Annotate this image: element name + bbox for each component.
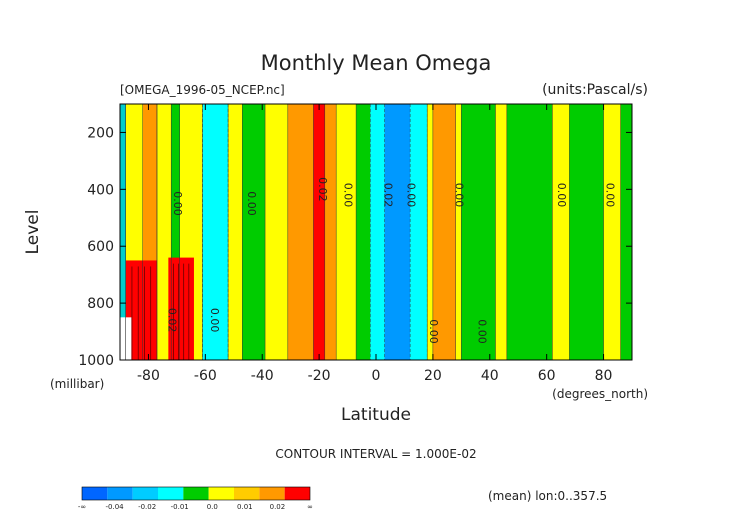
y-tick-label: 200 (87, 125, 114, 141)
y-tick-label: 600 (87, 239, 114, 255)
y-tick-label: 400 (87, 182, 114, 198)
y-tick-label: 800 (87, 296, 114, 312)
x-tick-label: -20 (308, 368, 331, 384)
colorbar-label: 0.0 (207, 503, 218, 511)
contour-band (228, 104, 243, 360)
contour-labels: 0.00 0.00 0.02 0.00 0.02 0.00 0.00 0.00 0.00 0.02… (165, 177, 616, 344)
colorbar-label: ∞ (307, 503, 313, 511)
colorbar-label: -∞ (78, 503, 86, 511)
colorbar-swatch (107, 487, 133, 500)
contour-label: 0.00 (404, 183, 417, 208)
colorbar-frame (81, 486, 311, 501)
colorbar-swatch (234, 487, 260, 500)
y-axis: 200 400 600 800 1000 (78, 125, 632, 369)
colorbar-swatch (284, 487, 310, 500)
contour-label: 0.00 (171, 191, 184, 216)
x-axis: -80 -60 -40 -20 0 20 40 60 80 (137, 104, 612, 384)
x-tick-label: 20 (424, 368, 442, 384)
contour-band (287, 104, 337, 360)
x-tick-label: -60 (194, 368, 217, 384)
contour-label: 0.00 (453, 183, 466, 208)
plot-area (119, 104, 632, 360)
contour-core (168, 257, 194, 360)
contour-label: 0.00 (427, 319, 440, 344)
contour-band (202, 104, 229, 360)
contour-label: 0.00 (555, 183, 568, 208)
contour-band (156, 104, 172, 360)
contour-band (603, 104, 621, 360)
contour-label: 0.00 (475, 319, 488, 344)
contour-label: 0.00 (245, 191, 258, 216)
colorbar-label: 0.02 (270, 503, 286, 511)
contour-label: 0.00 (603, 183, 616, 208)
colorbar-swatch (259, 487, 285, 500)
y-axis-label: Level (23, 210, 43, 255)
colorbar-label: -0.02 (138, 503, 156, 511)
contour-label: 0.00 (342, 183, 355, 208)
contour-label: 0.02 (316, 177, 329, 202)
colorbar-label: -0.01 (171, 503, 189, 511)
x-tick-label: 40 (481, 368, 499, 384)
units-label: (units:Pascal/s) (542, 82, 648, 98)
colorbar-label: -0.04 (106, 503, 125, 511)
contour-interval-label: CONTOUR INTERVAL = 1.000E-02 (275, 447, 476, 461)
x-axis-label: Latitude (341, 405, 411, 425)
colorbar-swatch (158, 487, 184, 500)
contour-band (384, 104, 411, 360)
footer-note: (mean) lon:0..357.5 (488, 489, 607, 503)
colorbar-label: 0.01 (237, 503, 253, 511)
chart-title: Monthly Mean Omega (261, 51, 492, 75)
x-tick-label: 60 (538, 368, 556, 384)
x-tick-label: -80 (137, 368, 160, 384)
colorbar-swatch (183, 487, 209, 500)
y-tick-label: 1000 (78, 353, 114, 369)
y-unit-label: (millibar) (50, 377, 104, 391)
contour-band (120, 104, 126, 360)
x-tick-label: -40 (251, 368, 274, 384)
contour-band (313, 104, 325, 360)
colorbar: -∞ -0.04 -0.02 -0.01 0.0 0.01 0.02 ∞ (78, 486, 313, 511)
contour-label: 0.00 (208, 308, 221, 333)
colorbar-swatch (208, 487, 234, 500)
x-tick-label: 80 (595, 368, 613, 384)
contour-band (432, 104, 456, 360)
contour-band (495, 104, 507, 360)
contour-band (552, 104, 570, 360)
x-unit-label: (degrees_north) (552, 387, 648, 401)
colorbar-swatch (132, 487, 158, 500)
x-tick-label: 0 (372, 368, 381, 384)
file-label: [OMEGA_1996-05_NCEP.nc] (120, 83, 285, 97)
contour-label: 0.02 (165, 308, 178, 333)
contour-label: 0.02 (382, 183, 395, 208)
colorbar-swatch (82, 487, 108, 500)
